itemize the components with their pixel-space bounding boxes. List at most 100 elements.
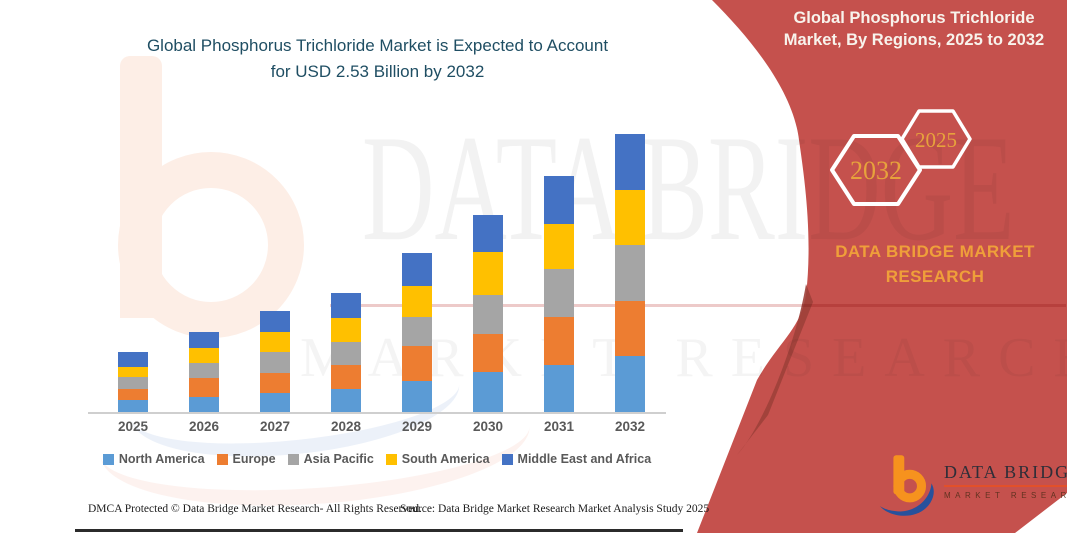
dmca-notice: DMCA Protected © Data Bridge Market Rese… — [88, 503, 422, 515]
footer-rule — [75, 529, 683, 532]
databridge-logo: DATA BRIDGE MARKET RESEARCH — [878, 452, 1067, 522]
legend-label: Europe — [232, 452, 276, 466]
bar-segment-2026-asia-pacific — [189, 363, 219, 378]
bar-segment-2028-south-america — [331, 318, 361, 342]
x-label-2028: 2028 — [330, 419, 362, 434]
banner-title: Global Phosphorus Trichloride Market, By… — [783, 9, 1045, 49]
bar-segment-2025-middle-east-and-africa — [118, 352, 148, 367]
watermark-underline — [330, 304, 1066, 307]
x-label-2032: 2032 — [614, 419, 646, 434]
bar-segment-2032-europe — [615, 301, 645, 356]
bar-2027 — [260, 311, 290, 412]
bar-segment-2031-europe — [544, 317, 574, 365]
chart-title: Global Phosphorus Trichloride Market is … — [95, 33, 660, 84]
bar-segment-2031-south-america — [544, 224, 574, 269]
bar-2028 — [331, 293, 361, 412]
bar-segment-2030-europe — [473, 334, 503, 372]
x-axis-labels: 2025 2026 2027 2028 2029 2030 2031 2032 — [88, 419, 666, 439]
bar-segment-2028-north-america — [331, 389, 361, 412]
bar-2025 — [118, 352, 148, 412]
logo-sub-text: MARKET RESEARCH — [944, 491, 1067, 500]
legend-label: South America — [401, 452, 490, 466]
legend-item-north-america: North America — [102, 452, 205, 466]
bar-segment-2030-north-america — [473, 372, 503, 412]
bar-2026 — [189, 332, 219, 412]
bar-segment-2029-asia-pacific — [402, 317, 432, 346]
bar-segment-2026-north-america — [189, 397, 219, 412]
x-label-2027: 2027 — [259, 419, 291, 434]
x-label-2030: 2030 — [472, 419, 504, 434]
legend-item-europe: Europe — [216, 452, 276, 466]
bar-segment-2029-north-america — [402, 381, 432, 412]
legend-marker — [287, 453, 299, 465]
x-label-2029: 2029 — [401, 419, 433, 434]
bar-segment-2028-europe — [331, 365, 361, 389]
stacked-bar-chart: 2025 2026 2027 2028 2029 2030 2031 2032 North A… — [88, 0, 666, 533]
legend-marker — [102, 453, 114, 465]
logo-d-swoosh — [879, 483, 934, 516]
bar-segment-2027-asia-pacific — [260, 352, 290, 373]
bar-2030 — [473, 215, 503, 412]
bar-segment-2027-middle-east-and-africa — [260, 311, 290, 332]
legend-item-asia-pacific: Asia Pacific — [287, 452, 374, 466]
x-axis-line — [88, 412, 666, 414]
chart-title-line2: for USD 2.53 Billion by 2032 — [270, 61, 485, 81]
bar-segment-2028-asia-pacific — [331, 342, 361, 365]
logo-brand-text: DATA BRIDGE — [944, 462, 1067, 487]
legend-marker — [385, 453, 397, 465]
hexagon-2032-label: 2032 — [850, 156, 902, 185]
bar-2031 — [544, 176, 574, 412]
logo-b-bowl — [893, 469, 927, 503]
bar-2029 — [402, 253, 432, 412]
banner-dark-fold — [737, 284, 813, 455]
bar-segment-2027-europe — [260, 373, 290, 393]
bar-segment-2029-middle-east-and-africa — [402, 253, 432, 286]
bar-segment-2027-north-america — [260, 393, 290, 412]
bar-segment-2025-europe — [118, 389, 148, 400]
legend-marker — [216, 453, 228, 465]
bar-segment-2027-south-america — [260, 332, 290, 352]
legend-item-south-america: South America — [385, 452, 490, 466]
hexagon-2025-label: 2025 — [915, 128, 957, 152]
bar-segment-2025-north-america — [118, 400, 148, 412]
legend-item-middle-east-and-africa: Middle East and Africa — [501, 452, 652, 466]
hexagon-2032 — [830, 134, 922, 206]
bar-segment-2025-south-america — [118, 367, 148, 377]
bar-segment-2031-asia-pacific — [544, 269, 574, 317]
bar-segment-2031-north-america — [544, 365, 574, 412]
legend-label: Asia Pacific — [303, 452, 374, 466]
bar-segment-2032-south-america — [615, 190, 645, 245]
legend-marker — [501, 453, 513, 465]
source-note: Source: Data Bridge Market Research Mark… — [400, 503, 710, 515]
chart-legend: North America Europe Asia Pacific South Ame… — [88, 452, 666, 466]
bar-segment-2029-south-america — [402, 286, 432, 317]
bar-2032 — [615, 134, 645, 412]
hexagon-2025 — [900, 109, 972, 169]
banner-brand-text: DATA BRIDGE MARKET RESEARCH — [810, 240, 1060, 289]
bar-segment-2028-middle-east-and-africa — [331, 293, 361, 318]
bar-segment-2025-asia-pacific — [118, 377, 148, 389]
x-label-2031: 2031 — [543, 419, 575, 434]
banner-brand-line2: RESEARCH — [885, 266, 985, 286]
legend-label: Middle East and Africa — [517, 452, 652, 466]
bar-segment-2030-south-america — [473, 252, 503, 295]
chart-title-line1: Global Phosphorus Trichloride Market is … — [146, 36, 609, 55]
bar-segment-2026-europe — [189, 378, 219, 397]
bar-segment-2029-europe — [402, 346, 432, 381]
banner-red-region — [697, 0, 1067, 533]
databridge-logo-mark — [879, 455, 934, 516]
bar-segment-2032-asia-pacific — [615, 245, 645, 301]
legend-label: North America — [118, 452, 205, 466]
x-label-2025: 2025 — [117, 419, 149, 434]
logo-wordmark: DATA BRIDGE MARKET RESEARCH — [944, 462, 1067, 500]
year-hexagons: 2032 2025 — [830, 109, 972, 206]
bar-segment-2026-south-america — [189, 348, 219, 363]
bar-segment-2026-middle-east-and-africa — [189, 332, 219, 348]
bar-segment-2032-north-america — [615, 356, 645, 412]
x-label-2026: 2026 — [188, 419, 220, 434]
bar-segment-2030-middle-east-and-africa — [473, 215, 503, 252]
bar-segment-2031-middle-east-and-africa — [544, 176, 574, 224]
